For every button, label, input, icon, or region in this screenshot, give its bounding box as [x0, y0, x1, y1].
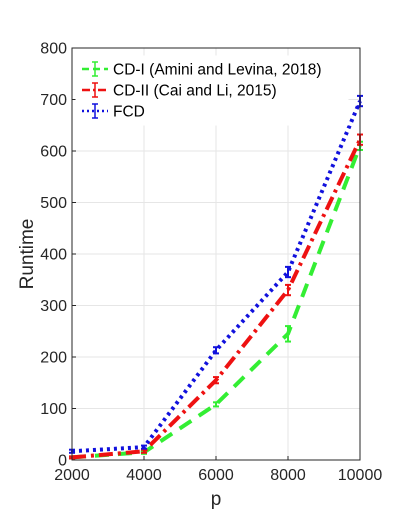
y-tick-label: 500: [40, 195, 67, 212]
y-tick-label: 100: [40, 401, 67, 418]
legend-box: [75, 55, 349, 126]
legend-entry: FCD: [82, 103, 145, 121]
legend-entry: CD-I (Amini and Levina, 2018): [82, 61, 322, 79]
error-bar: [141, 444, 147, 450]
y-tick-label: 800: [40, 41, 67, 58]
x-tick-label: 2000: [54, 467, 90, 484]
error-bar: [213, 401, 219, 408]
y-tick-label: 0: [58, 453, 67, 470]
x-tick-label: 4000: [126, 467, 162, 484]
x-tick-label: 8000: [270, 467, 306, 484]
y-tick-label: 300: [40, 298, 67, 315]
error-bar: [285, 265, 291, 279]
legend-label: FCD: [113, 104, 145, 121]
x-axis-label: p: [211, 489, 222, 510]
error-bar: [141, 448, 147, 454]
error-bar: [213, 376, 219, 385]
y-axis-label: Runtime: [17, 219, 38, 290]
error-bar: [285, 283, 291, 297]
x-tick-label: 6000: [198, 467, 234, 484]
error-bar: [213, 346, 219, 355]
y-tick-label: 600: [40, 144, 67, 161]
legend-label: CD-II (Cai and Li, 2015): [113, 83, 277, 100]
legend-entry: CD-II (Cai and Li, 2015): [82, 82, 277, 100]
legend-label: CD-I (Amini and Levina, 2018): [113, 62, 322, 79]
x-tick-label: 10000: [338, 467, 383, 484]
y-tick-label: 200: [40, 350, 67, 367]
error-bar: [285, 325, 291, 343]
series-2: [69, 133, 363, 460]
legend: CD-I (Amini and Levina, 2018) CD-II (Cai …: [75, 55, 349, 126]
y-tick-label: 700: [40, 92, 67, 109]
y-tick-label: 400: [40, 247, 67, 264]
axis-ticks: 2000 4000 6000 8000 10000 0 100 200 300 400 500 600…: [40, 41, 382, 485]
